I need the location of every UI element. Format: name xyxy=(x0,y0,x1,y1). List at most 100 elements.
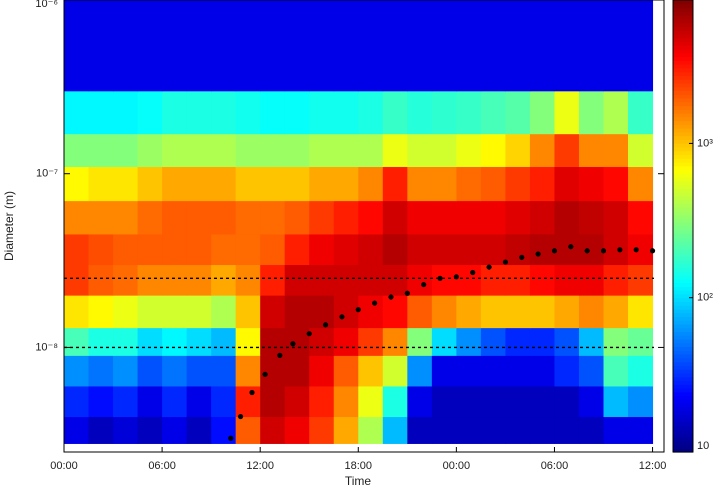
heatmap-cell xyxy=(113,355,139,387)
heatmap-cell xyxy=(628,355,654,387)
colorbar-segment xyxy=(673,259,693,265)
heatmap-cell xyxy=(162,90,188,135)
heatmap-cell xyxy=(284,133,310,168)
colorbar-segment xyxy=(673,109,693,114)
heatmap-cell xyxy=(578,385,605,418)
colorbar-segment xyxy=(673,312,693,317)
colorbar-segment xyxy=(673,3,693,9)
heatmap-cell xyxy=(382,385,408,418)
colorbar-segment xyxy=(673,161,693,167)
mode-point xyxy=(502,259,509,265)
colorbar-segment xyxy=(673,376,693,382)
heatmap-cell xyxy=(162,295,188,329)
heatmap-cell xyxy=(529,385,555,418)
heatmap-cell xyxy=(186,233,212,266)
heatmap-cell xyxy=(407,385,433,418)
heatmap-cell xyxy=(505,385,531,418)
heatmap-cell xyxy=(358,133,384,168)
colorbar-segment xyxy=(673,271,693,276)
colorbar-segment xyxy=(673,406,693,412)
heatmap-cell xyxy=(529,264,555,296)
colorbar-segment xyxy=(673,75,693,80)
heatmap-cell xyxy=(382,327,408,356)
heatmap-cell xyxy=(603,264,629,296)
heatmap-cell xyxy=(64,133,90,168)
heatmap-cell xyxy=(333,90,359,135)
heatmap-cell xyxy=(309,90,335,135)
heatmap-cell xyxy=(137,385,163,418)
heatmap-cell xyxy=(333,133,359,168)
heatmap-cell xyxy=(578,416,605,444)
colorbar-segment xyxy=(673,308,693,314)
heatmap-cell xyxy=(382,355,408,387)
colorbar-segment xyxy=(673,56,693,61)
heatmap-cell xyxy=(186,264,212,296)
heatmap-cell xyxy=(603,166,629,202)
heatmap-cell xyxy=(407,133,433,168)
colorbar-segment xyxy=(673,52,693,58)
colorbar-segment xyxy=(673,320,693,325)
heatmap-cell xyxy=(186,133,212,168)
colorbar-segment xyxy=(673,301,693,306)
colorbar-segment xyxy=(673,403,693,408)
colorbar-segment xyxy=(673,436,693,442)
colorbar-segment xyxy=(673,86,693,91)
heatmap-cell xyxy=(456,385,482,418)
heatmap-cell xyxy=(505,0,531,92)
heatmap-cell xyxy=(309,166,335,202)
heatmap-cell xyxy=(505,264,531,296)
heatmap-cell xyxy=(382,233,408,266)
colorbar-segment xyxy=(673,244,693,250)
heatmap-cell xyxy=(211,133,237,168)
heatmap-cell xyxy=(578,327,605,356)
heatmap-cell xyxy=(529,166,555,202)
colorbar-segment xyxy=(673,22,693,27)
heatmap-cell xyxy=(628,416,654,444)
heatmap-cell xyxy=(456,264,482,296)
colorbar-segment xyxy=(673,361,693,366)
colorbar-segment xyxy=(673,105,693,110)
heatmap-cell xyxy=(88,416,114,444)
colorbar-segment xyxy=(673,331,693,336)
heatmap-cell xyxy=(382,0,408,92)
colorbar-segment xyxy=(673,210,693,216)
heatmap-cell xyxy=(628,166,654,202)
heatmap-cell xyxy=(456,133,482,168)
heatmap-cell xyxy=(431,200,457,235)
heatmap-cell xyxy=(431,166,457,202)
heatmap-cell xyxy=(113,133,139,168)
heatmap-cell xyxy=(88,295,114,329)
heatmap-cell xyxy=(333,355,359,387)
heatmap-cell xyxy=(64,233,90,266)
colorbar-segment xyxy=(673,263,693,269)
heatmap-cell xyxy=(358,90,384,135)
colorbar-segment xyxy=(673,384,693,389)
heatmap-cell xyxy=(284,166,310,202)
heatmap-cell xyxy=(137,200,163,235)
heatmap-cell xyxy=(333,0,359,92)
heatmap-cell xyxy=(333,233,359,266)
heatmap-cell xyxy=(529,295,555,329)
colorbar-segment xyxy=(673,169,693,174)
heatmap-cell xyxy=(456,355,482,387)
heatmap-cell xyxy=(186,200,212,235)
heatmap-cell xyxy=(505,166,531,202)
heatmap-cell xyxy=(211,385,237,418)
colorbar-segment xyxy=(673,124,693,129)
heatmap-cell xyxy=(88,200,114,235)
heatmap-cell xyxy=(137,327,163,356)
heatmap-cell xyxy=(64,416,90,444)
colorbar-segment xyxy=(673,267,693,272)
heatmap-cell xyxy=(554,327,580,356)
heatmap-cell xyxy=(358,264,384,296)
colorbar-segment xyxy=(673,214,693,220)
heatmap-cell xyxy=(186,166,212,202)
colorbar-segment xyxy=(673,82,693,88)
colorbar-segment xyxy=(673,252,693,257)
heatmap-cell xyxy=(260,416,286,444)
colorbar-segment xyxy=(673,241,693,246)
colorbar-segment xyxy=(673,316,693,321)
heatmap-cell xyxy=(480,200,506,235)
colorbar-segment xyxy=(673,286,693,291)
mode-point xyxy=(535,251,541,257)
